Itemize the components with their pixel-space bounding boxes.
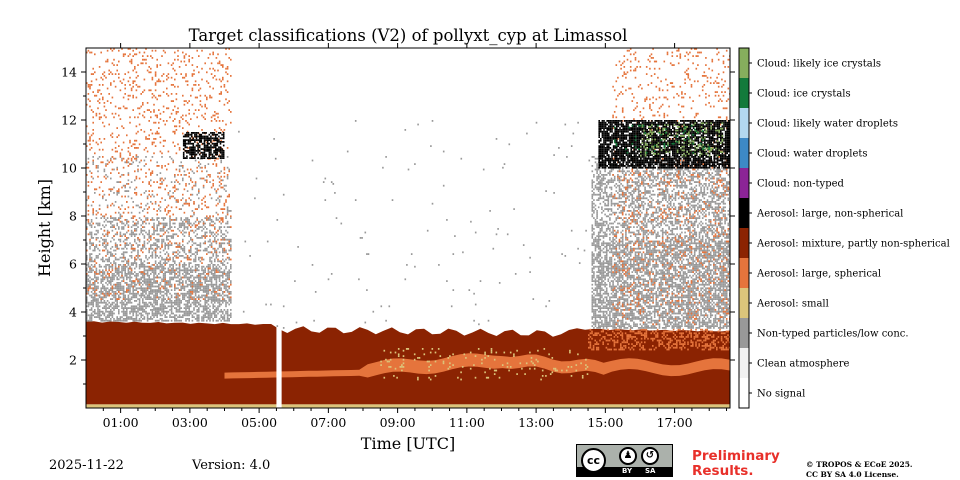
elevated-aerosol-layer: [224, 353, 730, 379]
legend-label: Aerosol: large, spherical: [756, 269, 881, 280]
by-attribution-icon: ♟: [619, 447, 637, 465]
legend-label: Clean atmosphere: [757, 359, 850, 370]
legend-frame: [738, 47, 750, 409]
badge-sa-label: SA: [645, 467, 656, 475]
y-tick-label: 2: [69, 353, 77, 368]
x-tick-label: 03:00: [172, 415, 208, 430]
legend-label: Cloud: non-typed: [757, 179, 845, 190]
preliminary-notice: Preliminary Results.: [692, 449, 780, 479]
badge-strip: [577, 467, 672, 476]
x-tick-label: 15:00: [587, 415, 623, 430]
footer-version: Version: 4.0: [192, 458, 271, 473]
legend-swatch: [739, 48, 749, 78]
x-tick-label: 05:00: [241, 415, 277, 430]
y-tick-label: 10: [61, 161, 77, 176]
legend-swatch: [739, 198, 749, 228]
x-tick-label: 01:00: [103, 415, 139, 430]
data-gap: [276, 48, 282, 408]
legend-swatch: [739, 78, 749, 108]
legend-swatch: [739, 108, 749, 138]
legend-label: Aerosol: mixture, partly non-spherical: [756, 239, 950, 250]
legend-colorbar: No signal Clean atmosphere Non-typed parti…: [738, 47, 950, 409]
plot-frame: [85, 47, 731, 409]
legend-swatch: [739, 348, 749, 378]
chart-title: Target classifications (V2) of pollyxt_c…: [189, 26, 628, 45]
badge-by-label: BY: [622, 467, 633, 475]
x-axis-label: Time [UTC]: [361, 434, 455, 453]
footer-date: 2025-11-22: [49, 458, 124, 473]
y-axis-label: Height [km]: [35, 179, 54, 277]
legend-label: Cloud: likely ice crystals: [757, 59, 881, 70]
y-tick-label: 12: [61, 113, 77, 128]
night-cloud: [182, 132, 225, 159]
sa-share-alike-icon: ↺: [641, 447, 659, 465]
legend-swatch: [739, 318, 749, 348]
x-tick-label: 09:00: [380, 415, 416, 430]
legend-label: Cloud: ice crystals: [757, 89, 851, 100]
cc-license-badge: cc ♟ ↺ BY SA: [576, 444, 673, 477]
copyright-notice: © TROPOS & ECoE 2025. CC BY SA 4.0 Licen…: [806, 460, 913, 480]
x-tick-label: 13:00: [518, 415, 554, 430]
legend-swatch: [739, 138, 749, 168]
legend-swatch: [739, 288, 749, 318]
legend-swatch: [739, 378, 749, 408]
cc-icon: cc: [581, 448, 606, 473]
x-axis: 01:00 03:00 05:00 07:00 09:00 11:00 13:00 15:00…: [103, 43, 728, 430]
cc-icon-text: cc: [586, 454, 601, 467]
surface-small-aerosol: [86, 404, 730, 408]
legend-label: Cloud: likely water droplets: [757, 119, 898, 130]
day-sparse-speckle: [238, 120, 591, 329]
non-typed-night: [86, 156, 232, 322]
legend-swatch: [739, 258, 749, 288]
preliminary-line-1: Preliminary: [692, 448, 780, 464]
legend-label: Aerosol: small: [756, 299, 829, 310]
x-tick-label: 07:00: [310, 415, 346, 430]
y-tick-label: 4: [69, 305, 77, 320]
evening-cloud-ice-core: [613, 124, 710, 154]
legend-label: Non-typed particles/low conc.: [757, 329, 909, 340]
x-tick-label: 11:00: [449, 415, 485, 430]
legend-label: No signal: [757, 389, 805, 400]
legend-label: Cloud: water droplets: [757, 149, 868, 160]
evening-upper-bl-speckle: [588, 328, 730, 351]
x-tick-label: 17:00: [657, 415, 693, 430]
y-tick-label: 14: [61, 65, 77, 80]
y-tick-label: 8: [69, 209, 77, 224]
copyright-line-2: CC BY SA 4.0 License.: [806, 470, 899, 479]
elevated-layer-speckle: [380, 348, 589, 381]
preliminary-line-2: Results.: [692, 463, 754, 479]
plot-area: [86, 48, 730, 408]
legend-swatch: [739, 168, 749, 198]
legend-swatch: [739, 228, 749, 258]
y-axis: 2 4 6 8 10 12 14: [61, 65, 735, 385]
copyright-line-1: © TROPOS & ECoE 2025.: [806, 460, 913, 469]
legend-label: Aerosol: large, non-spherical: [756, 209, 903, 220]
y-tick-label: 6: [69, 257, 77, 272]
evening-cloud-ice: [640, 122, 724, 157]
